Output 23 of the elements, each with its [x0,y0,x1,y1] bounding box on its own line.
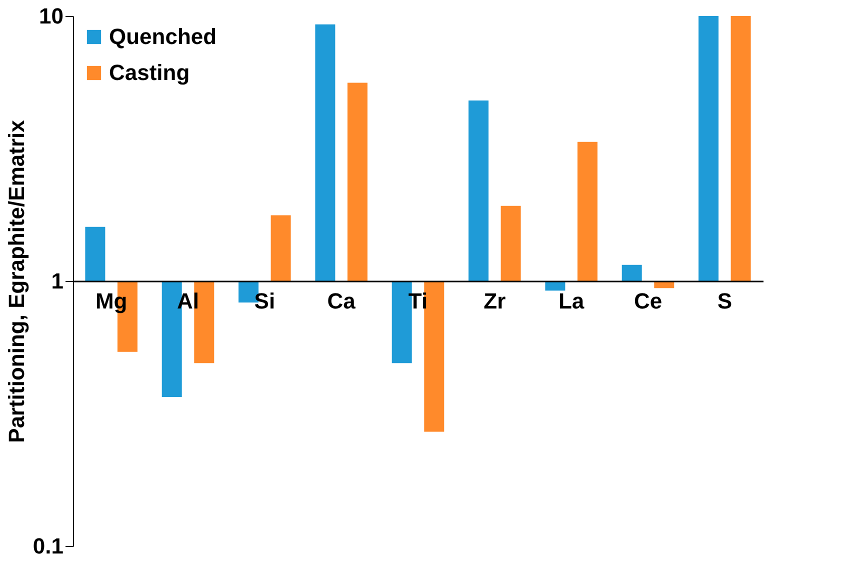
x-tick-label: Ce [634,288,662,314]
bar [315,24,336,281]
y-axis-title: Partitioning, Egraphite/Ematrix [4,119,29,443]
bar [500,206,521,281]
bar [270,215,291,281]
bar [577,142,598,281]
legend-label: Casting [109,60,190,85]
x-tick-label: Si [254,288,276,314]
legend-label: Quenched [109,24,217,49]
bar [424,281,444,432]
y-tick-label: 0.1 [32,534,64,558]
bar [698,16,719,281]
x-tick-label: Zr [484,288,506,314]
bar [730,16,751,281]
x-tick-label: Ca [327,288,356,314]
y-tick-label: 1 [51,268,64,294]
bar [85,226,106,281]
x-tick-label: S [717,288,732,314]
x-tick-label: La [558,288,585,314]
bar [468,100,489,281]
bar [347,82,368,281]
y-tick-label: 10 [39,4,64,28]
bar [622,264,642,281]
